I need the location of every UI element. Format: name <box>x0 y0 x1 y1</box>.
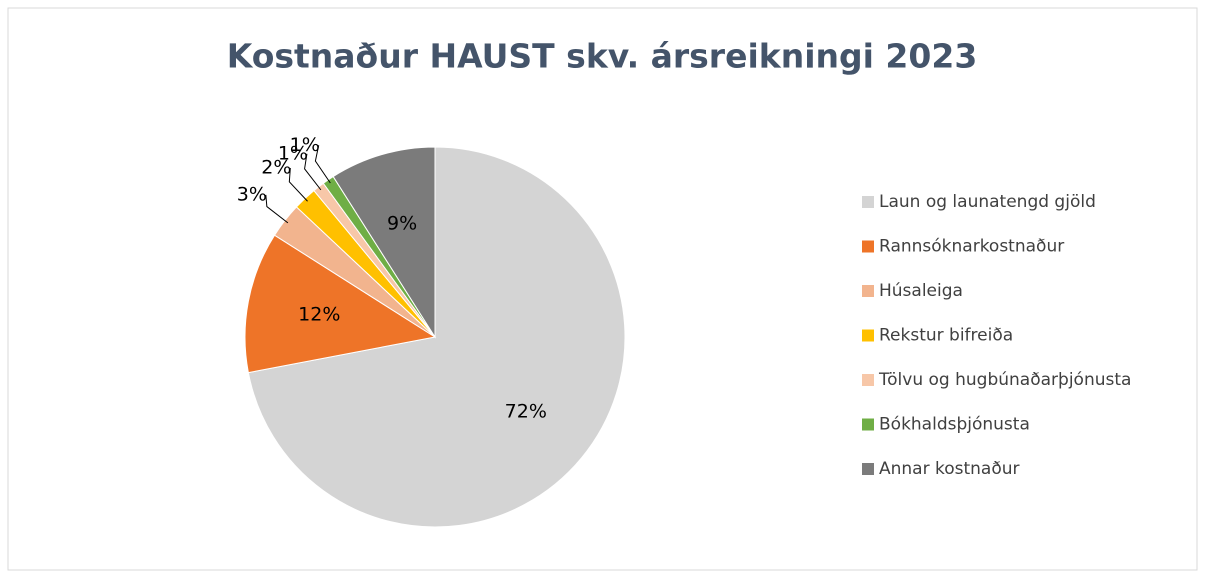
legend-swatch <box>862 196 874 208</box>
legend-swatch <box>862 240 874 253</box>
pie-slice <box>247 146 626 528</box>
leader-line <box>314 145 331 184</box>
pie-slice <box>244 234 437 374</box>
legend-label: Bókhaldsþjónusta <box>879 415 1030 435</box>
legend-label: Rekstur bifreiða <box>879 326 1013 346</box>
chart-title: Kostnaður HAUST skv. ársreikningi 2023 <box>227 37 978 76</box>
legend-label: Rannsóknarkostnaður <box>879 237 1064 257</box>
legend-swatch <box>862 285 874 297</box>
data-label: 3% <box>237 183 267 205</box>
legend-swatch <box>862 374 874 386</box>
data-label: 1% <box>290 134 320 156</box>
legend-label: Laun og launatengd gjöld <box>879 192 1096 212</box>
pie-slice <box>332 146 436 339</box>
data-label: 72% <box>505 401 547 423</box>
legend-swatch <box>862 418 874 431</box>
legend-swatch <box>862 329 874 342</box>
legend-label: Tölvu og hugbúnaðarþjónusta <box>878 370 1131 390</box>
legend-label: Húsaleiga <box>879 281 963 301</box>
legend-label: Annar kostnaður <box>879 459 1020 479</box>
data-label: 2% <box>261 157 291 179</box>
data-label: 9% <box>387 212 417 234</box>
data-label: 12% <box>298 303 340 325</box>
leader-line <box>304 153 322 191</box>
leader-line <box>265 194 289 224</box>
legend-swatch <box>862 463 874 475</box>
leader-line <box>288 167 308 202</box>
data-label: 1% <box>278 142 308 164</box>
